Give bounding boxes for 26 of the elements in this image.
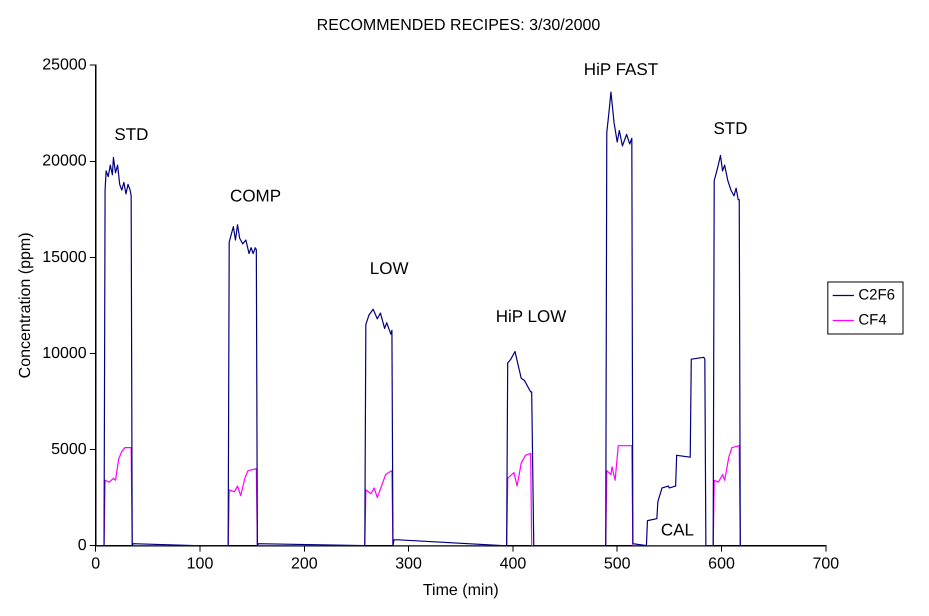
chart-title: RECOMMENDED RECIPES: 3/30/2000 — [316, 17, 600, 34]
annotation: CAL — [660, 520, 694, 540]
y-tick-label: 15000 — [42, 248, 87, 266]
x-tick-label: 200 — [290, 556, 318, 573]
y-tick-label: 10000 — [42, 344, 87, 362]
x-tick-label: 700 — [812, 556, 840, 573]
y-tick-label: 5000 — [51, 440, 87, 458]
annotation: HiP FAST — [584, 60, 658, 79]
y-tick-label: 25000 — [42, 56, 87, 74]
legend-label: CF4 — [858, 312, 887, 329]
annotation: STD — [713, 119, 748, 138]
x-tick-label: 0 — [91, 556, 100, 573]
legend-label: C2F6 — [858, 286, 896, 304]
x-tick-label: 400 — [500, 556, 526, 573]
x-tick-label: 100 — [186, 556, 214, 573]
annotation: HiP LOW — [496, 307, 566, 326]
x-tick-label: 500 — [604, 556, 631, 573]
y-tick-label: 0 — [78, 537, 87, 554]
y-tick-label: 20000 — [42, 152, 87, 170]
x-axis-title: Time (min) — [422, 582, 499, 599]
annotation: COMP — [230, 186, 282, 206]
annotation: STD — [114, 125, 148, 144]
annotation: LOW — [370, 258, 409, 278]
x-tick-label: 600 — [708, 556, 735, 573]
y-axis-title: Concentration (ppm) — [17, 232, 34, 378]
x-tick-label: 300 — [395, 556, 422, 573]
